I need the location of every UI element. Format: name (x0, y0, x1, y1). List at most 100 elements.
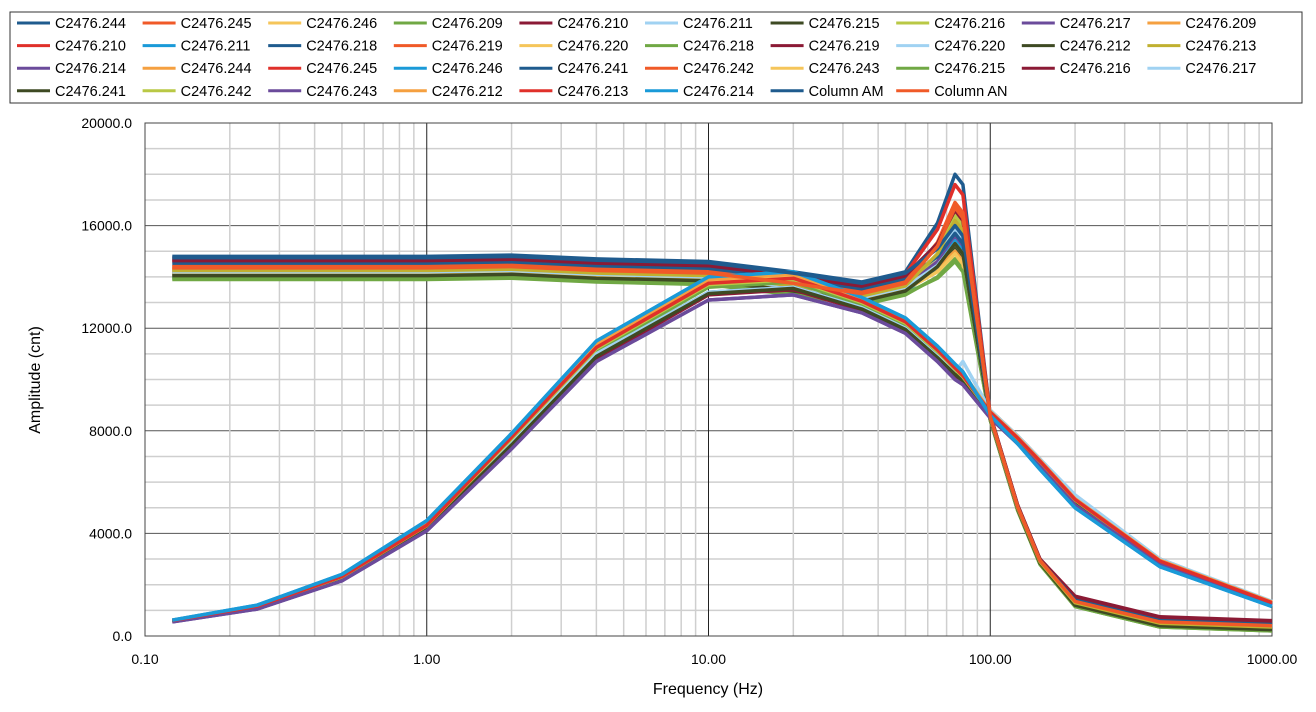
legend-label: C2476.217 (1060, 16, 1131, 32)
legend-item: C2476.243 (770, 61, 880, 77)
legend-label: C2476.241 (55, 84, 126, 100)
legend-label: C2476.215 (809, 16, 880, 32)
legend-item: C2476.242 (645, 61, 754, 77)
grid (144, 122, 1273, 637)
x-axis-title: Frequency (Hz) (653, 681, 763, 698)
legend-label: C2476.216 (934, 16, 1005, 32)
legend-label: C2476.245 (181, 16, 252, 32)
legend-item: C2476.216 (1021, 61, 1131, 77)
legend-label: C2476.213 (557, 84, 628, 100)
legend-label: C2476.214 (683, 84, 754, 100)
legend-item: C2476.215 (770, 16, 880, 32)
legend-item: C2476.217 (1147, 61, 1256, 77)
legend-item: C2476.245 (268, 61, 377, 77)
legend-item: C2476.218 (268, 39, 377, 55)
legend-item: C2476.241 (17, 84, 126, 100)
y-axis-title: Amplitude (cnt) (27, 326, 44, 434)
x-tick-label: 1000.00 (1247, 651, 1298, 667)
legend-label: C2476.211 (683, 16, 753, 32)
series-line-35 (171, 270, 1273, 622)
legend-label: C2476.214 (55, 61, 126, 77)
legend-item: C2476.215 (896, 61, 1005, 77)
legend-item: C2476.219 (770, 39, 880, 55)
series-line-37 (172, 205, 1273, 628)
legend-label: C2476.219 (432, 39, 503, 55)
legend-item: C2476.220 (896, 39, 1005, 55)
legend-label: C2476.218 (683, 39, 754, 55)
legend-label: C2476.209 (1185, 16, 1256, 32)
legend-item: C2476.211 (645, 16, 753, 32)
legend-label: C2476.242 (181, 84, 252, 100)
legend-item: C2476.209 (1147, 16, 1256, 32)
legend-label: C2476.246 (306, 16, 377, 32)
legend-box (9, 11, 1303, 104)
legend-item: Column AN (896, 84, 1008, 100)
legend-label: C2476.211 (181, 39, 251, 55)
legend-item: C2476.214 (645, 84, 754, 100)
legend-item: C2476.216 (896, 16, 1005, 32)
legend-item: C2476.246 (268, 16, 377, 32)
legend-item: C2476.244 (142, 61, 252, 77)
legend-item: C2476.220 (519, 39, 628, 55)
legend-label: C2476.244 (181, 61, 252, 77)
legend-label: C2476.213 (1185, 39, 1256, 55)
legend-item: C2476.212 (1021, 39, 1131, 55)
y-tick-label: 20000.0 (81, 115, 132, 131)
legend-label: C2476.244 (55, 16, 126, 32)
y-tick-label: 16000.0 (81, 218, 132, 234)
legend-label: C2476.220 (934, 39, 1005, 55)
x-tick-label: 1.00 (413, 651, 440, 667)
legend-label: C2476.219 (809, 39, 880, 55)
x-tick-label: 0.10 (131, 651, 158, 667)
legend-item: C2476.242 (142, 84, 252, 100)
legend-item: Column AM (770, 84, 884, 100)
x-tick-label: 100.00 (969, 651, 1012, 667)
legend-item: C2476.217 (1021, 16, 1131, 32)
legend-label: C2476.218 (306, 39, 377, 55)
x-tick-label: 10.00 (691, 651, 726, 667)
legend: C2476.244 C2476.245 C2476.246 C2476.209 C247… (17, 16, 1256, 100)
legend-label: C2476.212 (1060, 39, 1131, 55)
legend-label: C2476.243 (809, 61, 880, 77)
legend-item: C2476.209 (393, 16, 503, 32)
y-tick-label: 0.0 (113, 628, 133, 644)
legend-label: C2476.242 (683, 61, 754, 77)
legend-label: C2476.212 (432, 84, 503, 100)
legend-item: C2476.212 (393, 84, 503, 100)
y-tick-label: 12000.0 (81, 320, 132, 336)
legend-label: C2476.241 (557, 61, 628, 77)
series-line-34 (172, 276, 1273, 623)
legend-item: C2476.246 (393, 61, 503, 77)
legend-item: C2476.214 (17, 61, 126, 77)
legend-item: C2476.210 (17, 39, 126, 55)
legend-item: C2476.213 (519, 84, 628, 100)
legend-label: Column AM (809, 84, 884, 100)
legend-item: C2476.241 (519, 61, 628, 77)
legend-label: C2476.210 (55, 39, 126, 55)
legend-label: C2476.245 (306, 61, 377, 77)
legend-item: C2476.243 (268, 84, 377, 100)
tick-labels: 0.0 4000.0 8000.0 12000.0 16000.0 20000.0 0.10… (81, 115, 1297, 667)
legend-label: C2476.215 (934, 61, 1005, 77)
legend-label: C2476.217 (1185, 61, 1256, 77)
legend-item: C2476.210 (519, 16, 628, 32)
y-tick-label: 8000.0 (89, 423, 132, 439)
legend-label: C2476.243 (306, 84, 377, 100)
series-lines (171, 172, 1273, 633)
legend-label: C2476.246 (432, 61, 503, 77)
legend-item: C2476.213 (1147, 39, 1256, 55)
legend-label: C2476.220 (557, 39, 628, 55)
legend-label: C2476.209 (432, 16, 503, 32)
plot-border (144, 122, 1273, 637)
legend-item: C2476.219 (393, 39, 503, 55)
legend-item: C2476.244 (17, 16, 126, 32)
legend-item: C2476.211 (142, 39, 251, 55)
legend-item: C2476.218 (645, 39, 754, 55)
legend-label: Column AN (934, 84, 1007, 100)
legend-item: C2476.245 (142, 16, 252, 32)
legend-label: C2476.210 (557, 16, 628, 32)
y-tick-label: 4000.0 (89, 525, 132, 541)
legend-label: C2476.216 (1060, 61, 1131, 77)
